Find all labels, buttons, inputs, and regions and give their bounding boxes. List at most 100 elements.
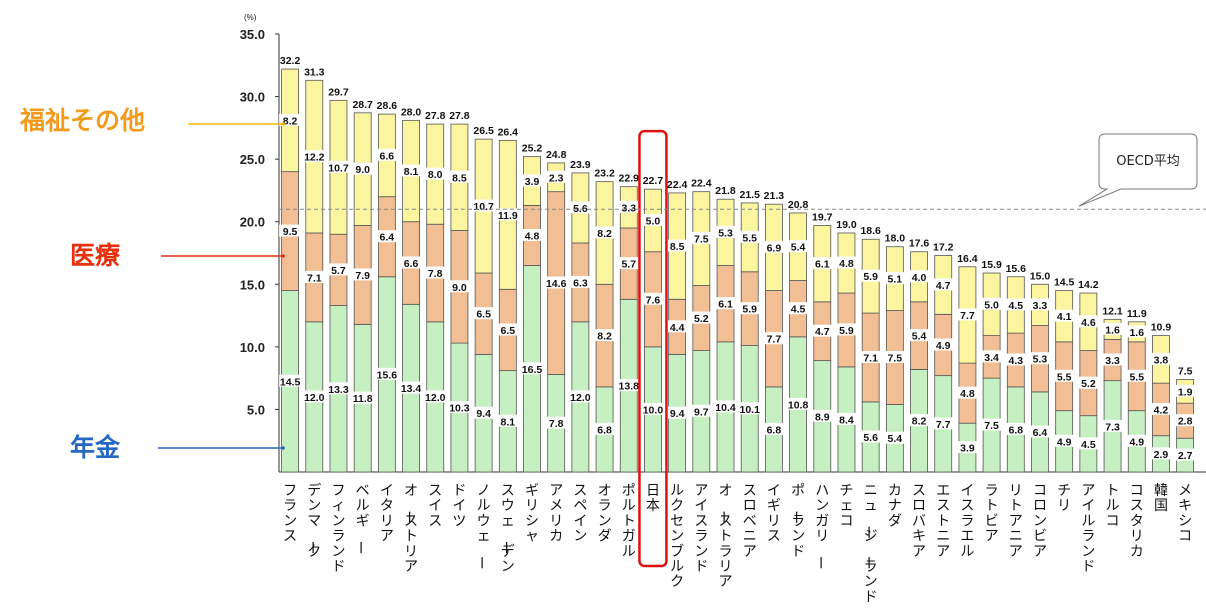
segment-label-bg (1125, 434, 1148, 447)
segment-value-label: 8.5 (452, 172, 467, 184)
segment-label-bg (1125, 369, 1148, 382)
category-label: イギリス (767, 483, 781, 545)
bar-total-label: 18.6 (860, 225, 881, 237)
bar-total-label: 27.8 (449, 110, 470, 122)
segment-value-label: 10.4 (715, 402, 736, 414)
bar-total-label: 12.1 (1102, 305, 1123, 317)
segment-value-label: 5.0 (646, 215, 661, 227)
segment-label-bg (327, 263, 350, 276)
segment-value-label: 7.7 (936, 419, 951, 431)
category-label: リトアニア (1009, 483, 1023, 560)
segment-label-bg (1101, 419, 1124, 432)
category-label: チェコ (839, 483, 853, 529)
segment-label-bg (666, 320, 689, 333)
legend-pointer-dot (281, 446, 285, 450)
segment-value-label: 8.1 (404, 166, 419, 178)
segment-value-label: 4.3 (1008, 355, 1023, 367)
segment-label-bg (666, 239, 689, 252)
bar-total-label: 24.8 (546, 149, 567, 161)
segment-label-bg (932, 338, 955, 351)
bars (281, 68, 1195, 473)
category-label: オランダ (598, 483, 612, 545)
segment-value-label: 11.8 (353, 393, 373, 405)
bar-total-label: 29.7 (328, 86, 349, 98)
category-label: ドイツ (452, 483, 466, 529)
segment-label-bg (424, 390, 447, 403)
segment-value-label: 2.7 (1178, 450, 1193, 462)
segment-label-bg (980, 418, 1003, 431)
segment-label-bg (496, 208, 519, 221)
segment-value-label: 5.7 (621, 259, 636, 271)
segment-value-label: 4.9 (1057, 436, 1072, 448)
segment-value-label: 5.3 (718, 227, 733, 239)
segment-label-bg (811, 409, 834, 422)
bar-total-label: 22.9 (619, 173, 640, 185)
segment-label-bg (327, 382, 350, 395)
bar-total-label: 22.4 (667, 179, 688, 191)
bar-total-label: 19.0 (836, 219, 857, 231)
segment-label-bg (787, 240, 810, 253)
category-label: カナダ (888, 483, 902, 529)
segment-value-label: 7.5 (888, 352, 903, 364)
bar-total-label: 21.5 (739, 189, 760, 201)
segment-label-bg (569, 201, 592, 214)
segment-label-bg (351, 268, 374, 281)
segment-label-bg (1077, 376, 1100, 389)
segment-value-label: 6.8 (1008, 424, 1023, 436)
bar-total-label: 10.9 (1151, 322, 1172, 334)
segment-value-label: 5.3 (1033, 354, 1048, 366)
segment-label-bg (545, 170, 568, 183)
segment-value-label: 9.4 (476, 408, 491, 420)
y-axis-unit: (%) (244, 13, 257, 22)
segment-value-label: 3.8 (1154, 354, 1169, 366)
category-label: トルコ (1106, 483, 1120, 529)
segment-label-bg (1004, 353, 1027, 366)
segment-value-label: 8.9 (815, 411, 830, 423)
legend-entry: 年金 (70, 433, 121, 462)
category-label: フィンランド (331, 483, 345, 575)
segment-label-bg (1028, 352, 1051, 365)
segment-label-bg (472, 199, 495, 212)
category-label: コロンビア (1033, 483, 1047, 560)
y-tick-label: 35.0 (240, 27, 265, 42)
segment-label-bg (859, 269, 882, 282)
segment-label-bg (545, 276, 568, 289)
segment-value-label: 6.1 (815, 259, 830, 271)
segment-label-bg (1028, 425, 1051, 438)
segment-value-label: 5.2 (1081, 378, 1096, 390)
segment-value-label: 4.5 (791, 304, 806, 316)
segment-value-label: 5.5 (1057, 371, 1072, 383)
segment-value-label: 5.4 (912, 331, 927, 343)
segment-value-label: 1.9 (1178, 386, 1193, 398)
segment-label-bg (303, 390, 326, 403)
segment-value-label: 5.9 (742, 304, 757, 316)
segment-label-bg (1174, 448, 1197, 461)
segment-value-label: 10.1 (739, 404, 760, 416)
bar-total-label: 15.6 (1006, 263, 1027, 275)
segment-value-label: 5.1 (888, 274, 903, 286)
y-tick-label: 20.0 (240, 215, 265, 230)
segment-label-bg (690, 311, 713, 324)
segment-value-label: 7.1 (307, 272, 322, 284)
segment-label-bg (303, 150, 326, 163)
segment-label-bg (714, 297, 737, 310)
segment-value-label: 4.2 (1154, 404, 1169, 416)
segment-value-label: 7.7 (960, 310, 975, 322)
segment-value-label: 3.3 (1105, 355, 1120, 367)
segment-value-label: 8.2 (283, 115, 298, 127)
segment-label-bg (1125, 325, 1148, 338)
segment-label-bg (448, 170, 471, 183)
segment-value-label: 12.2 (304, 152, 325, 164)
segment-value-label: 2.8 (1178, 416, 1193, 428)
category-label: ギリシャ (525, 483, 539, 545)
segment-value-label: 2.3 (549, 172, 564, 184)
y-tick-label: 30.0 (240, 90, 265, 105)
segment-label-bg (569, 390, 592, 403)
segment-label-bg (762, 332, 785, 345)
segment-label-bg (1149, 352, 1172, 365)
segment-value-label: 1.6 (1129, 327, 1144, 339)
category-label: ベルギー (352, 483, 370, 555)
segment-label-bg (762, 422, 785, 435)
segment-label-bg (787, 302, 810, 315)
category-label: ニュージーランド (860, 483, 878, 605)
